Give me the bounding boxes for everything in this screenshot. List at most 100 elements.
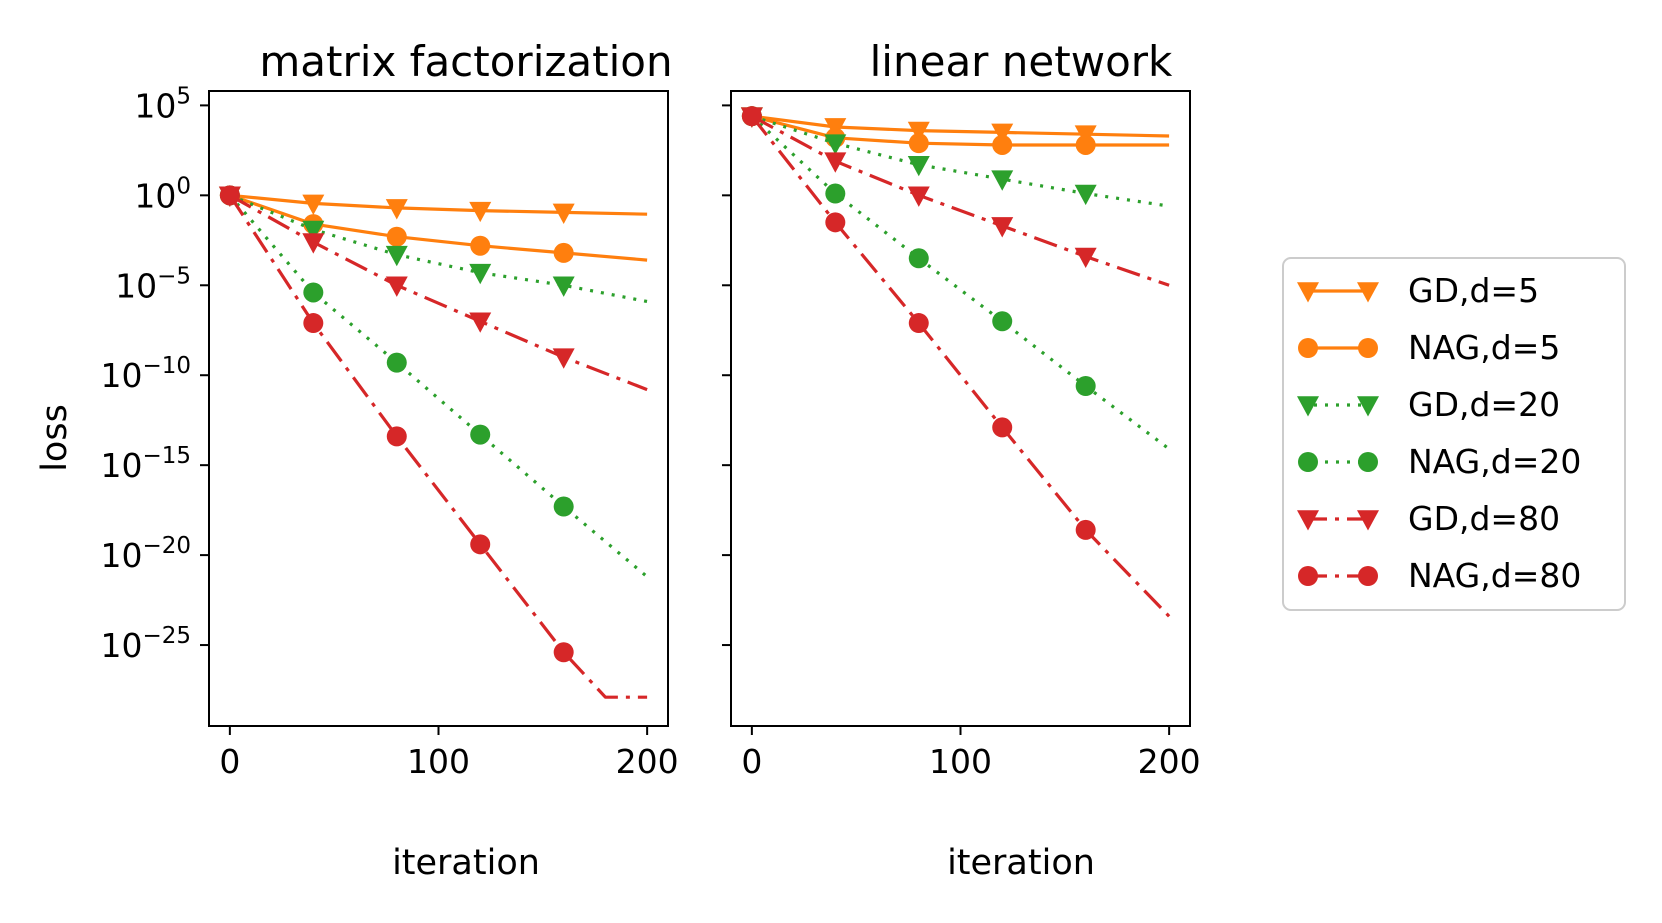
legend-entry: NAG,d=5 <box>1298 328 1560 367</box>
marker-circle <box>386 426 407 447</box>
marker-circle <box>303 282 324 303</box>
marker-triangle <box>1297 510 1319 531</box>
legend-entry: GD,d=80 <box>1297 499 1560 538</box>
legend-entry: NAG,d=20 <box>1298 442 1581 481</box>
marker-triangle <box>1297 396 1319 417</box>
marker-triangle <box>1357 510 1379 531</box>
series-line <box>229 193 648 304</box>
marker-circle <box>992 311 1013 332</box>
marker-circle <box>470 424 491 445</box>
marker-triangle <box>302 194 325 215</box>
marker-circle <box>992 417 1013 438</box>
series-nag-d-80 <box>219 185 648 699</box>
marker-circle <box>1298 452 1318 472</box>
marker-triangle <box>991 170 1014 191</box>
marker-triangle <box>991 217 1014 238</box>
legend-label: NAG,d=80 <box>1408 556 1581 595</box>
marker-circle <box>1075 519 1096 540</box>
legend: GD,d=5 NAG,d=5 GD,d=20 NAG,d=20 GD,d=80 … <box>1282 257 1626 611</box>
marker-triangle <box>552 203 575 224</box>
series-line <box>229 193 648 392</box>
legend-symbol <box>1298 452 1378 472</box>
marker-circle <box>825 212 846 233</box>
marker-circle <box>908 313 929 334</box>
marker-triangle <box>1074 184 1097 206</box>
marker-circle <box>386 352 407 373</box>
marker-triangle <box>469 263 492 285</box>
series-gd-d-5 <box>218 186 648 224</box>
x-tick-label: 100 <box>407 742 470 781</box>
marker-triangle <box>552 276 575 297</box>
legend-label: NAG,d=20 <box>1408 442 1581 481</box>
marker-triangle <box>385 245 408 267</box>
marker-circle <box>470 534 491 555</box>
series-line <box>751 114 1170 138</box>
plot-area: 0 100 200 <box>722 90 1201 781</box>
marker-circle <box>1075 134 1096 155</box>
panel-title: linear network <box>870 37 1173 86</box>
series-line <box>228 194 649 578</box>
legend-label: GD,d=80 <box>1408 499 1560 538</box>
series-line <box>229 193 648 216</box>
marker-triangle <box>302 220 325 242</box>
x-tick-label: 0 <box>219 742 240 781</box>
legend-symbol <box>1297 510 1379 531</box>
x-tick-label: 0 <box>741 742 762 781</box>
marker-circle <box>1358 452 1378 472</box>
marker-triangle <box>552 348 575 369</box>
marker-circle <box>386 226 407 247</box>
x-tick-label: 200 <box>616 742 679 781</box>
series-line <box>751 114 1170 147</box>
legend-entry: NAG,d=80 <box>1298 556 1581 595</box>
marker-circle <box>1075 376 1096 397</box>
marker-circle <box>1298 566 1318 586</box>
marker-triangle <box>907 155 930 177</box>
legend-symbol <box>1297 282 1379 303</box>
marker-circle <box>553 496 574 517</box>
x-tick-label: 200 <box>1138 742 1201 781</box>
y-axis-label: loss <box>35 404 75 472</box>
marker-triangle <box>907 121 930 143</box>
marker-triangle <box>1357 282 1379 303</box>
series-nag-d-80 <box>741 106 1171 618</box>
legend-label: GD,d=20 <box>1408 385 1560 424</box>
marker-circle <box>553 642 574 663</box>
marker-circle <box>553 242 574 263</box>
panel-title: matrix factorization <box>259 37 672 86</box>
marker-circle <box>303 313 324 334</box>
marker-triangle <box>1357 396 1379 417</box>
marker-circle <box>219 185 240 206</box>
marker-circle <box>992 134 1013 155</box>
marker-circle <box>825 183 846 204</box>
marker-triangle <box>1074 247 1097 269</box>
marker-triangle <box>302 233 325 254</box>
marker-triangle <box>824 134 847 155</box>
marker-triangle <box>824 152 847 173</box>
series-nag-d-20 <box>219 185 649 578</box>
marker-triangle <box>1297 282 1319 303</box>
legend-symbol <box>1298 566 1378 586</box>
marker-circle <box>908 248 929 269</box>
panel-linear-network: linear network 0 100 200 iteration <box>722 37 1201 883</box>
marker-triangle <box>469 312 492 333</box>
marker-circle <box>908 133 929 154</box>
legend-symbol <box>1298 338 1378 358</box>
x-axis-label: iteration <box>947 843 1095 883</box>
legend-label: GD,d=5 <box>1408 271 1539 310</box>
legend-entry: GD,d=20 <box>1297 385 1560 424</box>
marker-triangle <box>385 276 408 297</box>
series-line <box>750 115 1171 618</box>
legend-label: NAG,d=5 <box>1408 328 1560 367</box>
legend-entry: GD,d=5 <box>1297 271 1539 310</box>
marker-triangle <box>469 201 492 223</box>
marker-circle <box>1358 566 1378 586</box>
series-line <box>751 114 1170 287</box>
marker-triangle <box>991 123 1014 144</box>
marker-triangle <box>385 199 408 220</box>
marker-circle <box>1298 338 1318 358</box>
x-tick-label: 100 <box>929 742 992 781</box>
marker-circle <box>741 106 762 127</box>
x-axis-label: iteration <box>392 843 540 883</box>
